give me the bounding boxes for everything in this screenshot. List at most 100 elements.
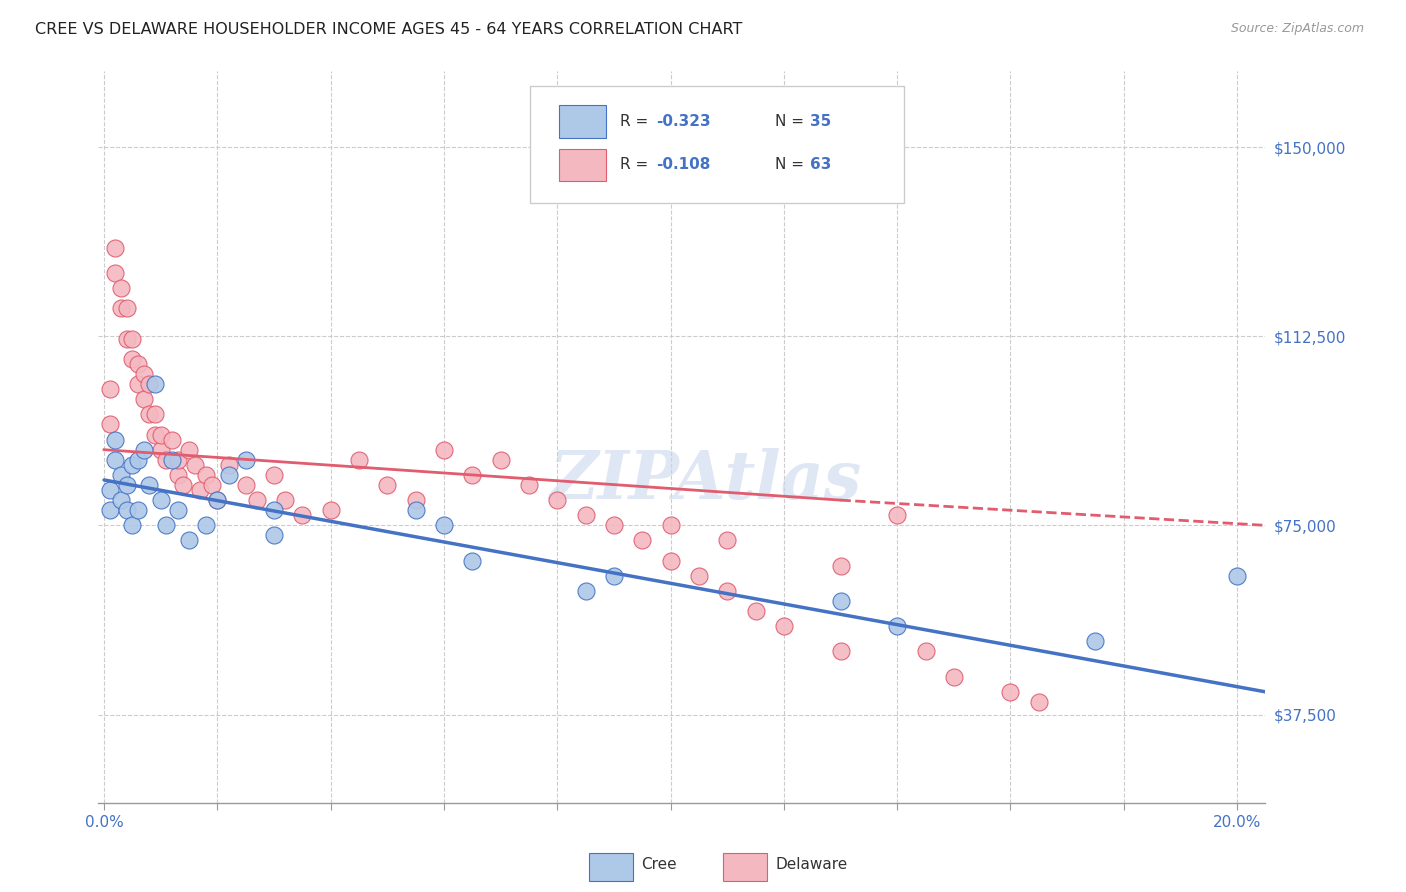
Point	[1084, 634, 1107, 648]
Point	[143, 427, 166, 442]
Point	[659, 518, 682, 533]
Point	[149, 427, 172, 442]
Point	[235, 452, 257, 467]
Point	[110, 301, 132, 316]
Point	[575, 508, 598, 523]
Point	[546, 493, 568, 508]
Point	[1028, 695, 1050, 709]
Point	[347, 452, 370, 467]
Point	[155, 452, 177, 467]
Text: -0.323: -0.323	[657, 113, 711, 128]
Point	[195, 467, 218, 482]
Point	[115, 301, 138, 316]
Point	[433, 442, 456, 457]
Point	[110, 281, 132, 295]
Point	[631, 533, 654, 548]
Point	[121, 351, 143, 366]
Point	[218, 458, 240, 472]
Point	[155, 518, 177, 533]
Point	[744, 604, 766, 618]
Point	[830, 558, 852, 573]
Point	[127, 503, 149, 517]
Point	[115, 332, 138, 346]
Text: 35: 35	[810, 113, 831, 128]
Point	[166, 503, 188, 517]
Point	[98, 417, 121, 432]
Point	[716, 583, 738, 598]
Point	[218, 467, 240, 482]
Point	[110, 467, 132, 482]
Point	[942, 670, 965, 684]
Text: -0.108: -0.108	[657, 158, 710, 172]
Point	[190, 483, 212, 497]
Text: R =: R =	[620, 158, 654, 172]
Point	[886, 508, 908, 523]
Point	[143, 377, 166, 392]
Point	[375, 478, 398, 492]
Point	[461, 554, 484, 568]
Point	[166, 452, 188, 467]
Point	[121, 458, 143, 472]
Point	[263, 503, 285, 517]
Point	[914, 644, 936, 658]
Point	[115, 503, 138, 517]
Text: ZIPAtlas: ZIPAtlas	[550, 449, 862, 514]
Point	[160, 433, 183, 447]
Point	[177, 533, 200, 548]
FancyBboxPatch shape	[560, 104, 606, 137]
Point	[195, 518, 218, 533]
Point	[886, 619, 908, 633]
Point	[149, 442, 172, 457]
Text: CREE VS DELAWARE HOUSEHOLDER INCOME AGES 45 - 64 YEARS CORRELATION CHART: CREE VS DELAWARE HOUSEHOLDER INCOME AGES…	[35, 22, 742, 37]
Point	[104, 452, 127, 467]
Point	[121, 518, 143, 533]
FancyBboxPatch shape	[589, 854, 633, 881]
Point	[830, 644, 852, 658]
Text: N =: N =	[775, 113, 808, 128]
Point	[235, 478, 257, 492]
Point	[575, 583, 598, 598]
FancyBboxPatch shape	[560, 149, 606, 181]
Point	[127, 357, 149, 371]
Point	[166, 467, 188, 482]
Text: Delaware: Delaware	[775, 857, 848, 872]
Point	[517, 478, 540, 492]
Point	[405, 493, 427, 508]
Point	[138, 408, 160, 422]
Text: 63: 63	[810, 158, 832, 172]
Point	[263, 528, 285, 542]
Point	[659, 554, 682, 568]
Point	[132, 442, 155, 457]
Text: R =: R =	[620, 113, 654, 128]
Point	[143, 408, 166, 422]
Text: Cree: Cree	[641, 857, 676, 872]
Point	[177, 442, 200, 457]
Point	[830, 594, 852, 608]
Point	[127, 377, 149, 392]
Point	[461, 467, 484, 482]
Point	[132, 367, 155, 381]
Point	[104, 266, 127, 280]
Point	[688, 569, 710, 583]
Point	[207, 493, 229, 508]
Point	[160, 452, 183, 467]
Point	[121, 332, 143, 346]
Point	[603, 569, 626, 583]
FancyBboxPatch shape	[530, 86, 904, 203]
Point	[149, 493, 172, 508]
Point	[98, 503, 121, 517]
Point	[1000, 685, 1022, 699]
Point	[110, 493, 132, 508]
Point	[246, 493, 269, 508]
Point	[138, 377, 160, 392]
Point	[489, 452, 512, 467]
Text: Source: ZipAtlas.com: Source: ZipAtlas.com	[1230, 22, 1364, 36]
Point	[104, 433, 127, 447]
Point	[115, 478, 138, 492]
Text: N =: N =	[775, 158, 808, 172]
Point	[603, 518, 626, 533]
Point	[319, 503, 342, 517]
Point	[1226, 569, 1249, 583]
Point	[98, 483, 121, 497]
Point	[263, 467, 285, 482]
